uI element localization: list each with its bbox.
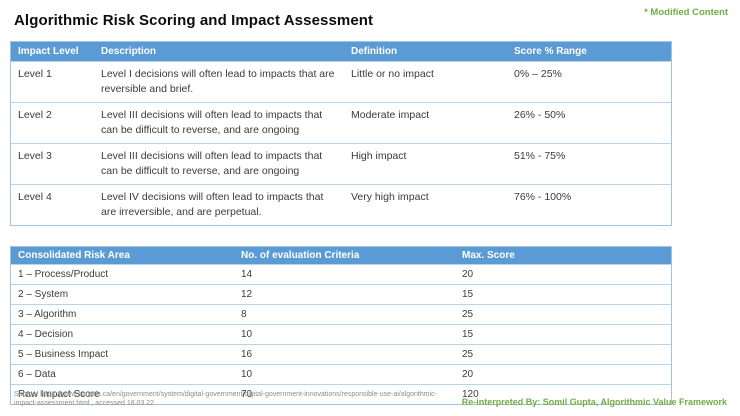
table-row-level-4: Level 4 Level IV decisions will often le… (11, 184, 671, 225)
column-header-evaluation-criteria: No. of evaluation Criteria (241, 250, 360, 261)
cell-max-score: 20 (462, 269, 474, 280)
cell-score-range: 26% - 50% (514, 109, 566, 121)
cell-risk-area: 2 – System (18, 289, 69, 300)
cell-risk-area: 4 – Decision (18, 329, 74, 340)
table-row-algorithm: 3 – Algorithm 8 25 (11, 304, 671, 324)
cell-definition: Very high impact (351, 191, 429, 203)
cell-criteria-count: 10 (241, 369, 253, 380)
reinterpreted-credit: Re-interpreted By: Somil Gupta, Algorith… (461, 397, 727, 407)
cell-max-score: 120 (462, 389, 479, 400)
cell-definition: High impact (351, 150, 407, 162)
cell-definition: Moderate impact (351, 109, 430, 121)
table-row-level-1: Level 1 Level I decisions will often lea… (11, 61, 671, 102)
table-row-process-product: 1 – Process/Product 14 20 (11, 264, 671, 284)
table-row-business-impact: 5 – Business Impact 16 25 (11, 344, 671, 364)
column-header-score-range: Score % Range (514, 46, 587, 57)
cell-impact-level: Level 4 (18, 191, 52, 203)
cell-criteria-count: 70 (241, 389, 253, 400)
column-header-description: Description (101, 46, 157, 57)
cell-risk-area: 5 – Business Impact (18, 349, 109, 360)
cell-criteria-count: 8 (241, 309, 247, 320)
cell-max-score: 15 (462, 289, 474, 300)
cell-score-range: 51% - 75% (514, 150, 566, 162)
column-header-max-score: Max. Score (462, 250, 515, 261)
cell-max-score: 25 (462, 309, 474, 320)
column-header-impact-level: Impact Level (18, 46, 79, 57)
table-row-raw-impact-score: Raw Impact Score 70 120 (11, 384, 671, 404)
cell-max-score: 25 (462, 349, 474, 360)
cell-risk-area: 3 – Algorithm (18, 309, 77, 320)
cell-definition: Little or no impact (351, 68, 434, 80)
cell-criteria-count: 12 (241, 289, 253, 300)
cell-impact-level: Level 2 (18, 109, 52, 121)
cell-impact-level: Level 3 (18, 150, 52, 162)
column-header-definition: Definition (351, 46, 398, 57)
page-title: Algorithmic Risk Scoring and Impact Asse… (14, 12, 374, 29)
cell-max-score: 20 (462, 369, 474, 380)
risk-table-header-row: Consolidated Risk Area No. of evaluation… (11, 247, 671, 264)
table-row-system: 2 – System 12 15 (11, 284, 671, 304)
cell-max-score: 15 (462, 329, 474, 340)
cell-description: Level III decisions will often lead to i… (101, 109, 323, 136)
cell-score-range: 76% - 100% (514, 191, 572, 203)
source-citation-line-2: impact-assessment.html , accessed 18.03.… (14, 399, 155, 407)
modified-content-note: * Modified Content (644, 7, 728, 18)
cell-description: Level IV decisions will often lead to im… (101, 191, 324, 218)
cell-risk-area: 6 – Data (18, 369, 56, 380)
cell-risk-area: 1 – Process/Product (18, 269, 109, 280)
impact-level-table: Impact Level Description Definition Scor… (10, 41, 672, 226)
cell-score-range: 0% – 25% (514, 68, 562, 80)
source-citation: Source: https://www.canada.ca/en/governm… (14, 391, 437, 408)
cell-risk-area: Raw Impact Score (18, 389, 100, 400)
table-row-level-2: Level 2 Level III decisions will often l… (11, 102, 671, 143)
cell-criteria-count: 14 (241, 269, 253, 280)
cell-description: Level III decisions will often lead to i… (101, 150, 323, 177)
cell-impact-level: Level 1 (18, 68, 52, 80)
cell-criteria-count: 10 (241, 329, 253, 340)
impact-table-header-row: Impact Level Description Definition Scor… (11, 42, 671, 61)
cell-description: Level I decisions will often lead to imp… (101, 68, 335, 95)
table-row-data: 6 – Data 10 20 (11, 364, 671, 384)
column-header-risk-area: Consolidated Risk Area (18, 250, 130, 261)
table-row-decision: 4 – Decision 10 15 (11, 324, 671, 344)
cell-criteria-count: 16 (241, 349, 253, 360)
source-citation-line-1: Source: https://www.canada.ca/en/governm… (14, 391, 437, 398)
table-row-level-3: Level 3 Level III decisions will often l… (11, 143, 671, 184)
consolidated-risk-table: Consolidated Risk Area No. of evaluation… (10, 246, 672, 405)
